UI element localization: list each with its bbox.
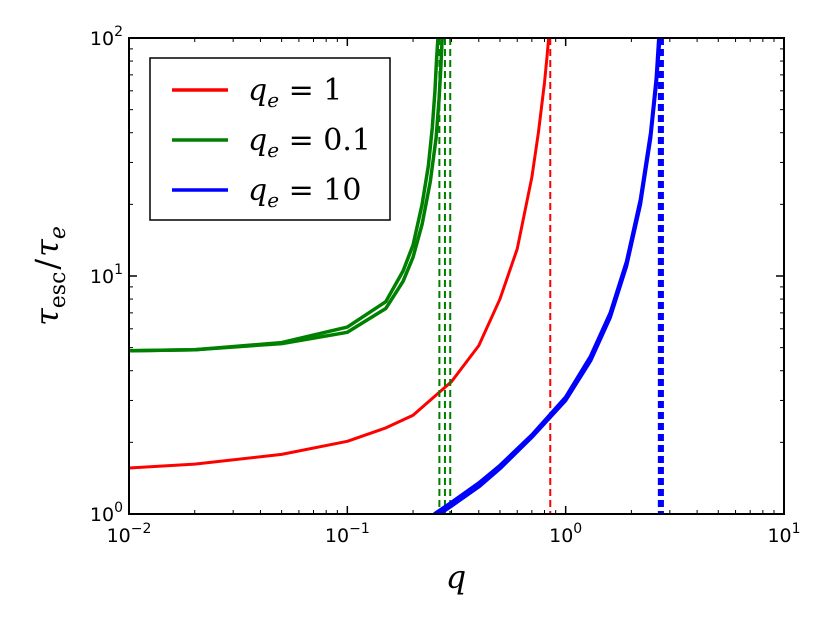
y-label-slash: / bbox=[28, 259, 66, 270]
x-tick-label-2: 100 bbox=[549, 521, 582, 547]
data-series bbox=[129, 38, 664, 514]
y-tick-label-2: 102 bbox=[90, 24, 123, 50]
y-label-tau2: τ bbox=[28, 238, 66, 257]
legend: qe = 1 qe = 0.1 qe = 10 bbox=[149, 57, 391, 221]
legend-label-0: qe = 1 bbox=[248, 73, 342, 112]
y-label-tau: τ bbox=[28, 307, 66, 326]
x-tick-label-3: 101 bbox=[767, 521, 800, 547]
x-axis-label: q bbox=[446, 558, 466, 596]
x-tick-label-0: 10−2 bbox=[107, 521, 152, 547]
y-tick-label-0: 100 bbox=[90, 500, 123, 526]
y-label-esc: esc bbox=[46, 272, 71, 309]
y-label-e: e bbox=[46, 226, 71, 239]
x-tick-label-1: 10−1 bbox=[325, 521, 370, 547]
tick-labels: 10−2 10−1 100 101 100 101 102 bbox=[90, 24, 801, 547]
series-2-curve-1 bbox=[438, 38, 662, 514]
y-axis-label: τesc/τe bbox=[28, 226, 71, 326]
y-tick-label-1: 101 bbox=[90, 262, 123, 288]
legend-label-2: qe = 10 bbox=[248, 173, 361, 212]
plot-frame bbox=[128, 37, 785, 515]
svg-text:τesc/τe: τesc/τe bbox=[28, 226, 71, 326]
legend-label-1: qe = 0.1 bbox=[248, 123, 371, 162]
series-0-curve-0 bbox=[129, 38, 551, 470]
